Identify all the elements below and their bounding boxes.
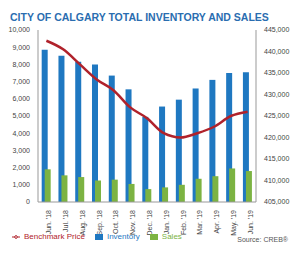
svg-text:410,000: 410,000 [264, 177, 289, 184]
svg-text:Aug. '18: Aug. '18 [79, 210, 87, 236]
svg-text:May. '19: May. '19 [230, 210, 238, 236]
svg-text:9,000: 9,000 [12, 44, 30, 51]
svg-text:440,000: 440,000 [264, 48, 289, 55]
svg-text:5,000: 5,000 [12, 112, 30, 119]
html-text:Benchmark Price: Benchmark Price [24, 232, 85, 241]
svg-text:420,000: 420,000 [264, 134, 289, 141]
svg-text:Sep. '18: Sep. '18 [96, 210, 104, 236]
svg-text:6,000: 6,000 [12, 95, 30, 102]
svg-text:405,000: 405,000 [264, 198, 289, 205]
svg-text:8,000: 8,000 [12, 61, 30, 68]
svg-text:3,000: 3,000 [12, 147, 30, 154]
html-text:Sales: Sales [161, 232, 182, 241]
svg-text:4,000: 4,000 [12, 130, 30, 137]
svg-text:10,000: 10,000 [9, 26, 31, 33]
svg-text:Jul. '18: Jul. '18 [62, 210, 69, 232]
svg-text:Jun. '18: Jun. '18 [45, 210, 52, 234]
svg-text:435,000: 435,000 [264, 69, 289, 76]
html-text:Inventory: Inventory [106, 232, 140, 241]
svg-text:Jan. '19: Jan. '19 [163, 210, 170, 234]
svg-text:430,000: 430,000 [264, 91, 289, 98]
svg-text:7,000: 7,000 [12, 78, 30, 85]
html-text:Source: CREB®: Source: CREB® [237, 236, 288, 243]
svg-text:445,000: 445,000 [264, 26, 289, 33]
svg-text:Oct. '18: Oct. '18 [112, 210, 119, 234]
svg-text:1,000: 1,000 [12, 181, 30, 188]
svg-text:425,000: 425,000 [264, 112, 289, 119]
svg-text:2,000: 2,000 [12, 164, 30, 171]
svg-text:0: 0 [26, 198, 30, 205]
svg-text:Feb. '19: Feb. '19 [180, 210, 187, 235]
svg-text:Jun. '19: Jun. '19 [247, 210, 254, 234]
svg-text:Nov. '18: Nov. '18 [129, 210, 136, 235]
svg-text:Dec. '18: Dec. '18 [146, 210, 153, 236]
svg-text:Apr. '19: Apr. '19 [213, 210, 221, 234]
svg-text:Mar. '19: Mar. '19 [196, 210, 203, 235]
html-text:CITY OF CALGARY TOTAL INVENTOR: CITY OF CALGARY TOTAL INVENTORY AND SALE… [10, 11, 269, 23]
svg-text:415,000: 415,000 [264, 155, 289, 162]
